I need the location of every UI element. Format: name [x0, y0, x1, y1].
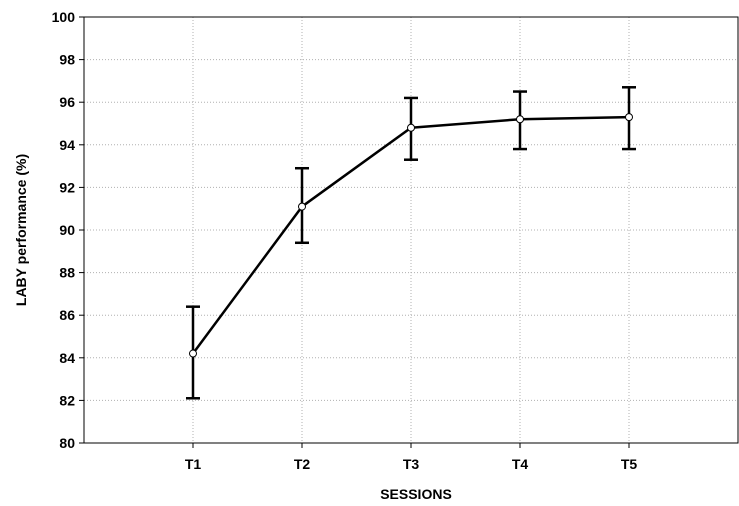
y-axis-title: LABY performance (%)	[13, 154, 29, 306]
x-axis-ticks: T1 T2 T3 T4 T5	[185, 443, 638, 472]
x-tick-label: T4	[512, 456, 529, 472]
y-tick-label: 96	[59, 94, 75, 110]
y-tick-label: 92	[59, 179, 75, 195]
y-tick-label: 88	[59, 265, 75, 281]
data-point	[298, 202, 306, 211]
x-tick-label: T3	[403, 456, 420, 472]
y-tick-label: 94	[59, 137, 75, 153]
y-tick-label: 90	[59, 222, 75, 238]
data-point	[407, 123, 415, 132]
y-tick-label: 84	[59, 350, 75, 366]
y-axis-ticks: 80 82 84 86 88 90 92 94 96 98 100	[52, 9, 84, 451]
x-tick-label: T1	[185, 456, 202, 472]
y-tick-label: 100	[52, 9, 76, 25]
series-group	[186, 86, 636, 400]
x-tick-label: T2	[294, 456, 311, 472]
grid-lines	[84, 17, 738, 443]
y-tick-label: 98	[59, 52, 75, 68]
x-tick-label: T5	[621, 456, 638, 472]
y-tick-label: 86	[59, 307, 75, 323]
data-point	[625, 113, 633, 122]
data-point	[189, 349, 197, 358]
y-tick-label: 80	[59, 435, 75, 451]
x-axis-title: SESSIONS	[380, 486, 452, 502]
y-tick-label: 82	[59, 392, 75, 408]
data-point	[516, 115, 524, 124]
